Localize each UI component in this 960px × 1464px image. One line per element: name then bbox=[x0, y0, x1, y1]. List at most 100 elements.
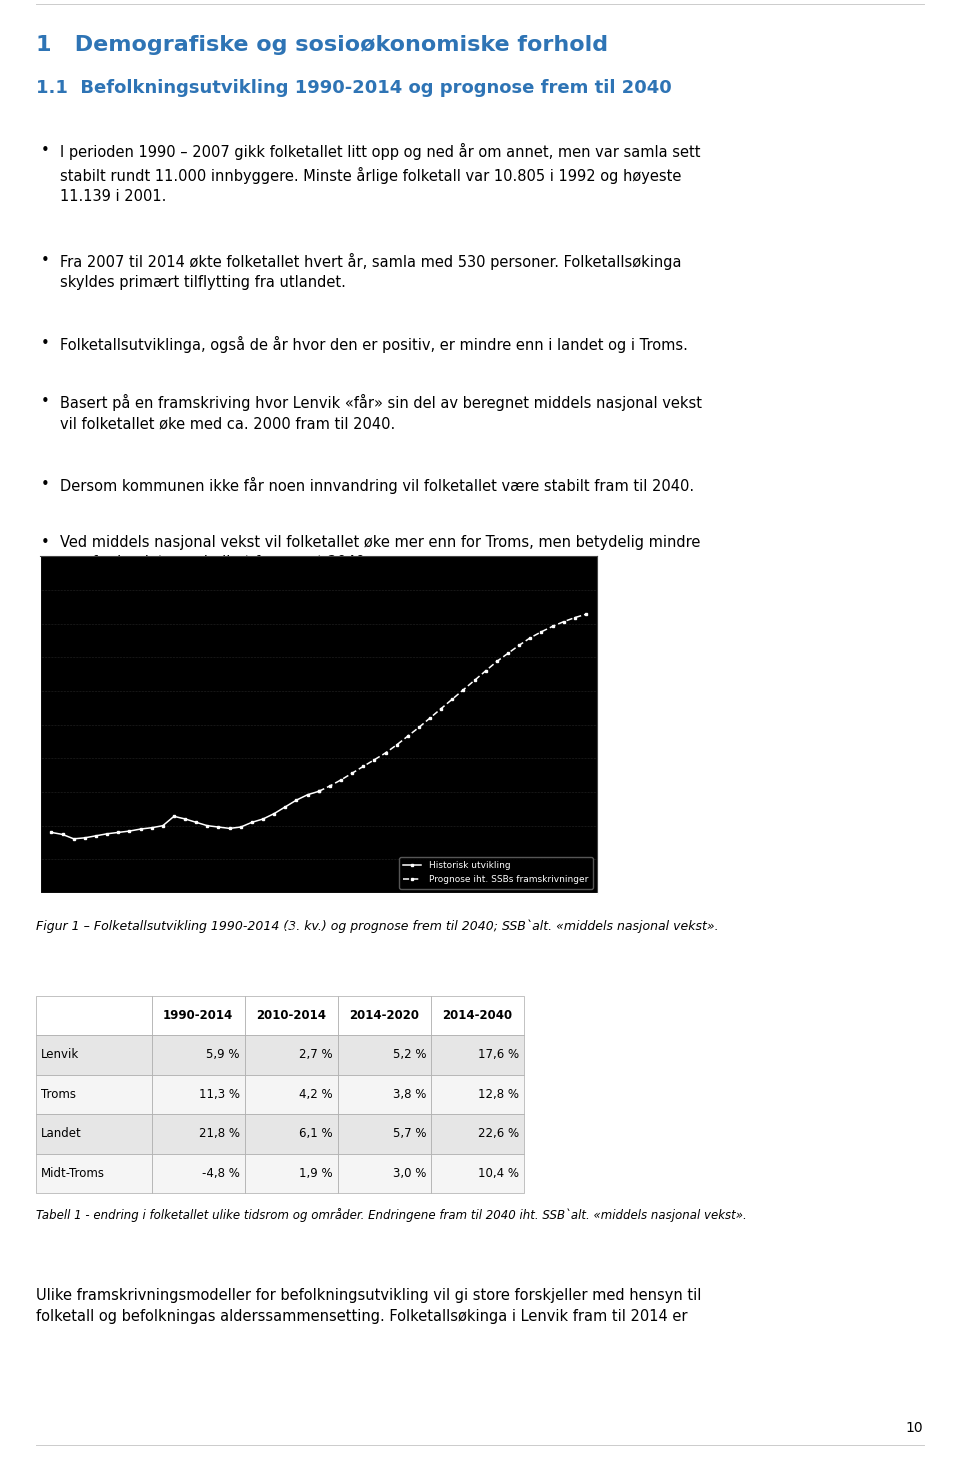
Text: 21,8 %: 21,8 % bbox=[199, 1127, 240, 1140]
Prognose iht. SSBs framskrivninger bbox=[357, 758, 369, 776]
Bar bbox=[338, 1114, 431, 1154]
Bar bbox=[431, 1075, 524, 1114]
Text: Ved middels nasjonal vekst vil folketallet øke mer enn for Troms, men betydelig : Ved middels nasjonal vekst vil folketall… bbox=[60, 536, 700, 571]
Text: Figur 1 – Folketallsutvikling 1990-2014 (3. kv.) og prognose frem til 2040; SSB`: Figur 1 – Folketallsutvikling 1990-2014 … bbox=[36, 919, 719, 933]
Text: 5,9 %: 5,9 % bbox=[206, 1048, 240, 1061]
Text: 2014-2020: 2014-2020 bbox=[349, 1009, 420, 1022]
Historisk utvikling bbox=[146, 818, 157, 836]
Text: Midt-Troms: Midt-Troms bbox=[41, 1167, 106, 1180]
Prognose iht. SSBs framskrivninger bbox=[492, 653, 503, 671]
Bar bbox=[338, 996, 431, 1035]
Prognose iht. SSBs framskrivninger bbox=[524, 630, 536, 647]
Historisk utvikling bbox=[291, 792, 302, 810]
Bar bbox=[431, 1035, 524, 1075]
Historisk utvikling bbox=[112, 824, 124, 842]
Bar bbox=[245, 1114, 338, 1154]
Text: 1.1  Befolkningsutvikling 1990-2014 og prognose frem til 2040: 1.1 Befolkningsutvikling 1990-2014 og pr… bbox=[36, 79, 672, 97]
Bar bbox=[36, 1154, 152, 1193]
Text: 11,3 %: 11,3 % bbox=[199, 1088, 240, 1101]
Historisk utvikling bbox=[157, 817, 169, 834]
Bar bbox=[245, 1154, 338, 1193]
Prognose iht. SSBs framskrivninger bbox=[480, 662, 492, 679]
Text: •: • bbox=[40, 337, 49, 351]
Historisk utvikling bbox=[190, 814, 202, 832]
Text: •: • bbox=[40, 252, 49, 268]
Historisk utvikling bbox=[46, 824, 58, 842]
Historisk utvikling bbox=[269, 805, 280, 823]
Historisk utvikling bbox=[124, 823, 135, 840]
Text: •: • bbox=[40, 536, 49, 550]
Text: 2014-2040: 2014-2040 bbox=[443, 1009, 513, 1022]
Text: Folketallsutviklinga, også de år hvor den er positiv, er mindre enn i landet og : Folketallsutviklinga, også de år hvor de… bbox=[60, 337, 687, 353]
Historisk utvikling bbox=[102, 826, 113, 843]
Prognose iht. SSBs framskrivninger bbox=[569, 609, 581, 627]
Prognose iht. SSBs framskrivninger bbox=[380, 744, 392, 761]
Prognose iht. SSBs framskrivninger bbox=[335, 772, 347, 789]
Text: 5,2 %: 5,2 % bbox=[393, 1048, 426, 1061]
Historisk utvikling bbox=[202, 817, 213, 834]
Text: 1   Demografiske og sosioøkonomiske forhold: 1 Demografiske og sosioøkonomiske forhol… bbox=[36, 35, 609, 56]
Bar bbox=[36, 996, 152, 1035]
Bar bbox=[245, 1075, 338, 1114]
Historisk utvikling bbox=[68, 830, 80, 848]
Historisk utvikling bbox=[235, 818, 247, 836]
Prognose iht. SSBs framskrivninger bbox=[502, 644, 514, 662]
Bar bbox=[338, 1035, 431, 1075]
Text: Basert på en framskriving hvor Lenvik «får» sin del av beregnet middels nasjonal: Basert på en framskriving hvor Lenvik «f… bbox=[60, 394, 702, 432]
Prognose iht. SSBs framskrivninger bbox=[547, 618, 559, 635]
Bar bbox=[152, 996, 245, 1035]
Bar bbox=[245, 996, 338, 1035]
Bar bbox=[245, 1035, 338, 1075]
Historisk utvikling bbox=[279, 798, 291, 815]
Bar bbox=[338, 1154, 431, 1193]
Prognose iht. SSBs framskrivninger bbox=[514, 637, 525, 654]
Prognose iht. SSBs framskrivninger bbox=[324, 777, 336, 795]
Text: Dersom kommunen ikke får noen innvandring vil folketallet være stabilt fram til : Dersom kommunen ikke får noen innvandrin… bbox=[60, 477, 694, 495]
Historisk utvikling bbox=[57, 826, 68, 843]
Bar bbox=[152, 1035, 245, 1075]
Text: •: • bbox=[40, 143, 49, 158]
Text: 10: 10 bbox=[906, 1420, 924, 1435]
Text: •: • bbox=[40, 394, 49, 408]
Text: 22,6 %: 22,6 % bbox=[478, 1127, 519, 1140]
Bar bbox=[152, 1114, 245, 1154]
Historisk utvikling bbox=[168, 808, 180, 826]
Bar bbox=[431, 1114, 524, 1154]
Prognose iht. SSBs framskrivninger bbox=[446, 691, 458, 709]
Bar bbox=[152, 1154, 245, 1193]
Text: •: • bbox=[40, 477, 49, 492]
Text: 4,2 %: 4,2 % bbox=[300, 1088, 333, 1101]
Historisk utvikling bbox=[313, 783, 324, 801]
Text: 17,6 %: 17,6 % bbox=[478, 1048, 519, 1061]
Bar bbox=[152, 1075, 245, 1114]
Text: Lenvik: Lenvik bbox=[41, 1048, 80, 1061]
Historisk utvikling bbox=[224, 820, 235, 837]
Text: Tabell 1 - endring i folketallet ulike tidsrom og områder. Endringene fram til 2: Tabell 1 - endring i folketallet ulike t… bbox=[36, 1208, 747, 1222]
Text: 10,4 %: 10,4 % bbox=[478, 1167, 519, 1180]
Historisk utvikling bbox=[180, 810, 191, 827]
Prognose iht. SSBs framskrivninger bbox=[391, 736, 402, 754]
Text: 1990-2014: 1990-2014 bbox=[163, 1009, 233, 1022]
Text: 2,7 %: 2,7 % bbox=[300, 1048, 333, 1061]
Text: 2010-2014: 2010-2014 bbox=[256, 1009, 326, 1022]
Text: 5,7 %: 5,7 % bbox=[393, 1127, 426, 1140]
Text: 3,0 %: 3,0 % bbox=[393, 1167, 426, 1180]
Historisk utvikling bbox=[213, 818, 225, 836]
Bar bbox=[36, 1035, 152, 1075]
Prognose iht. SSBs framskrivninger bbox=[458, 681, 469, 698]
Historisk utvikling bbox=[79, 829, 90, 846]
Prognose iht. SSBs framskrivninger bbox=[413, 719, 424, 736]
Bar bbox=[36, 1114, 152, 1154]
Bar bbox=[431, 996, 524, 1035]
Prognose iht. SSBs framskrivninger bbox=[313, 783, 324, 801]
Historisk utvikling bbox=[301, 786, 313, 804]
Prognose iht. SSBs framskrivninger bbox=[468, 672, 480, 690]
Legend: Historisk utvikling, Prognose iht. SSBs framskrivninger: Historisk utvikling, Prognose iht. SSBs … bbox=[399, 856, 592, 889]
Text: I perioden 1990 – 2007 gikk folketallet litt opp og ned år om annet, men var sam: I perioden 1990 – 2007 gikk folketallet … bbox=[60, 143, 700, 203]
Prognose iht. SSBs framskrivninger bbox=[369, 751, 380, 769]
Bar bbox=[338, 1075, 431, 1114]
Line: Prognose iht. SSBs framskrivninger: Prognose iht. SSBs framskrivninger bbox=[318, 613, 588, 792]
Text: -4,8 %: -4,8 % bbox=[203, 1167, 240, 1180]
Prognose iht. SSBs framskrivninger bbox=[536, 624, 547, 641]
Prognose iht. SSBs framskrivninger bbox=[424, 709, 436, 726]
